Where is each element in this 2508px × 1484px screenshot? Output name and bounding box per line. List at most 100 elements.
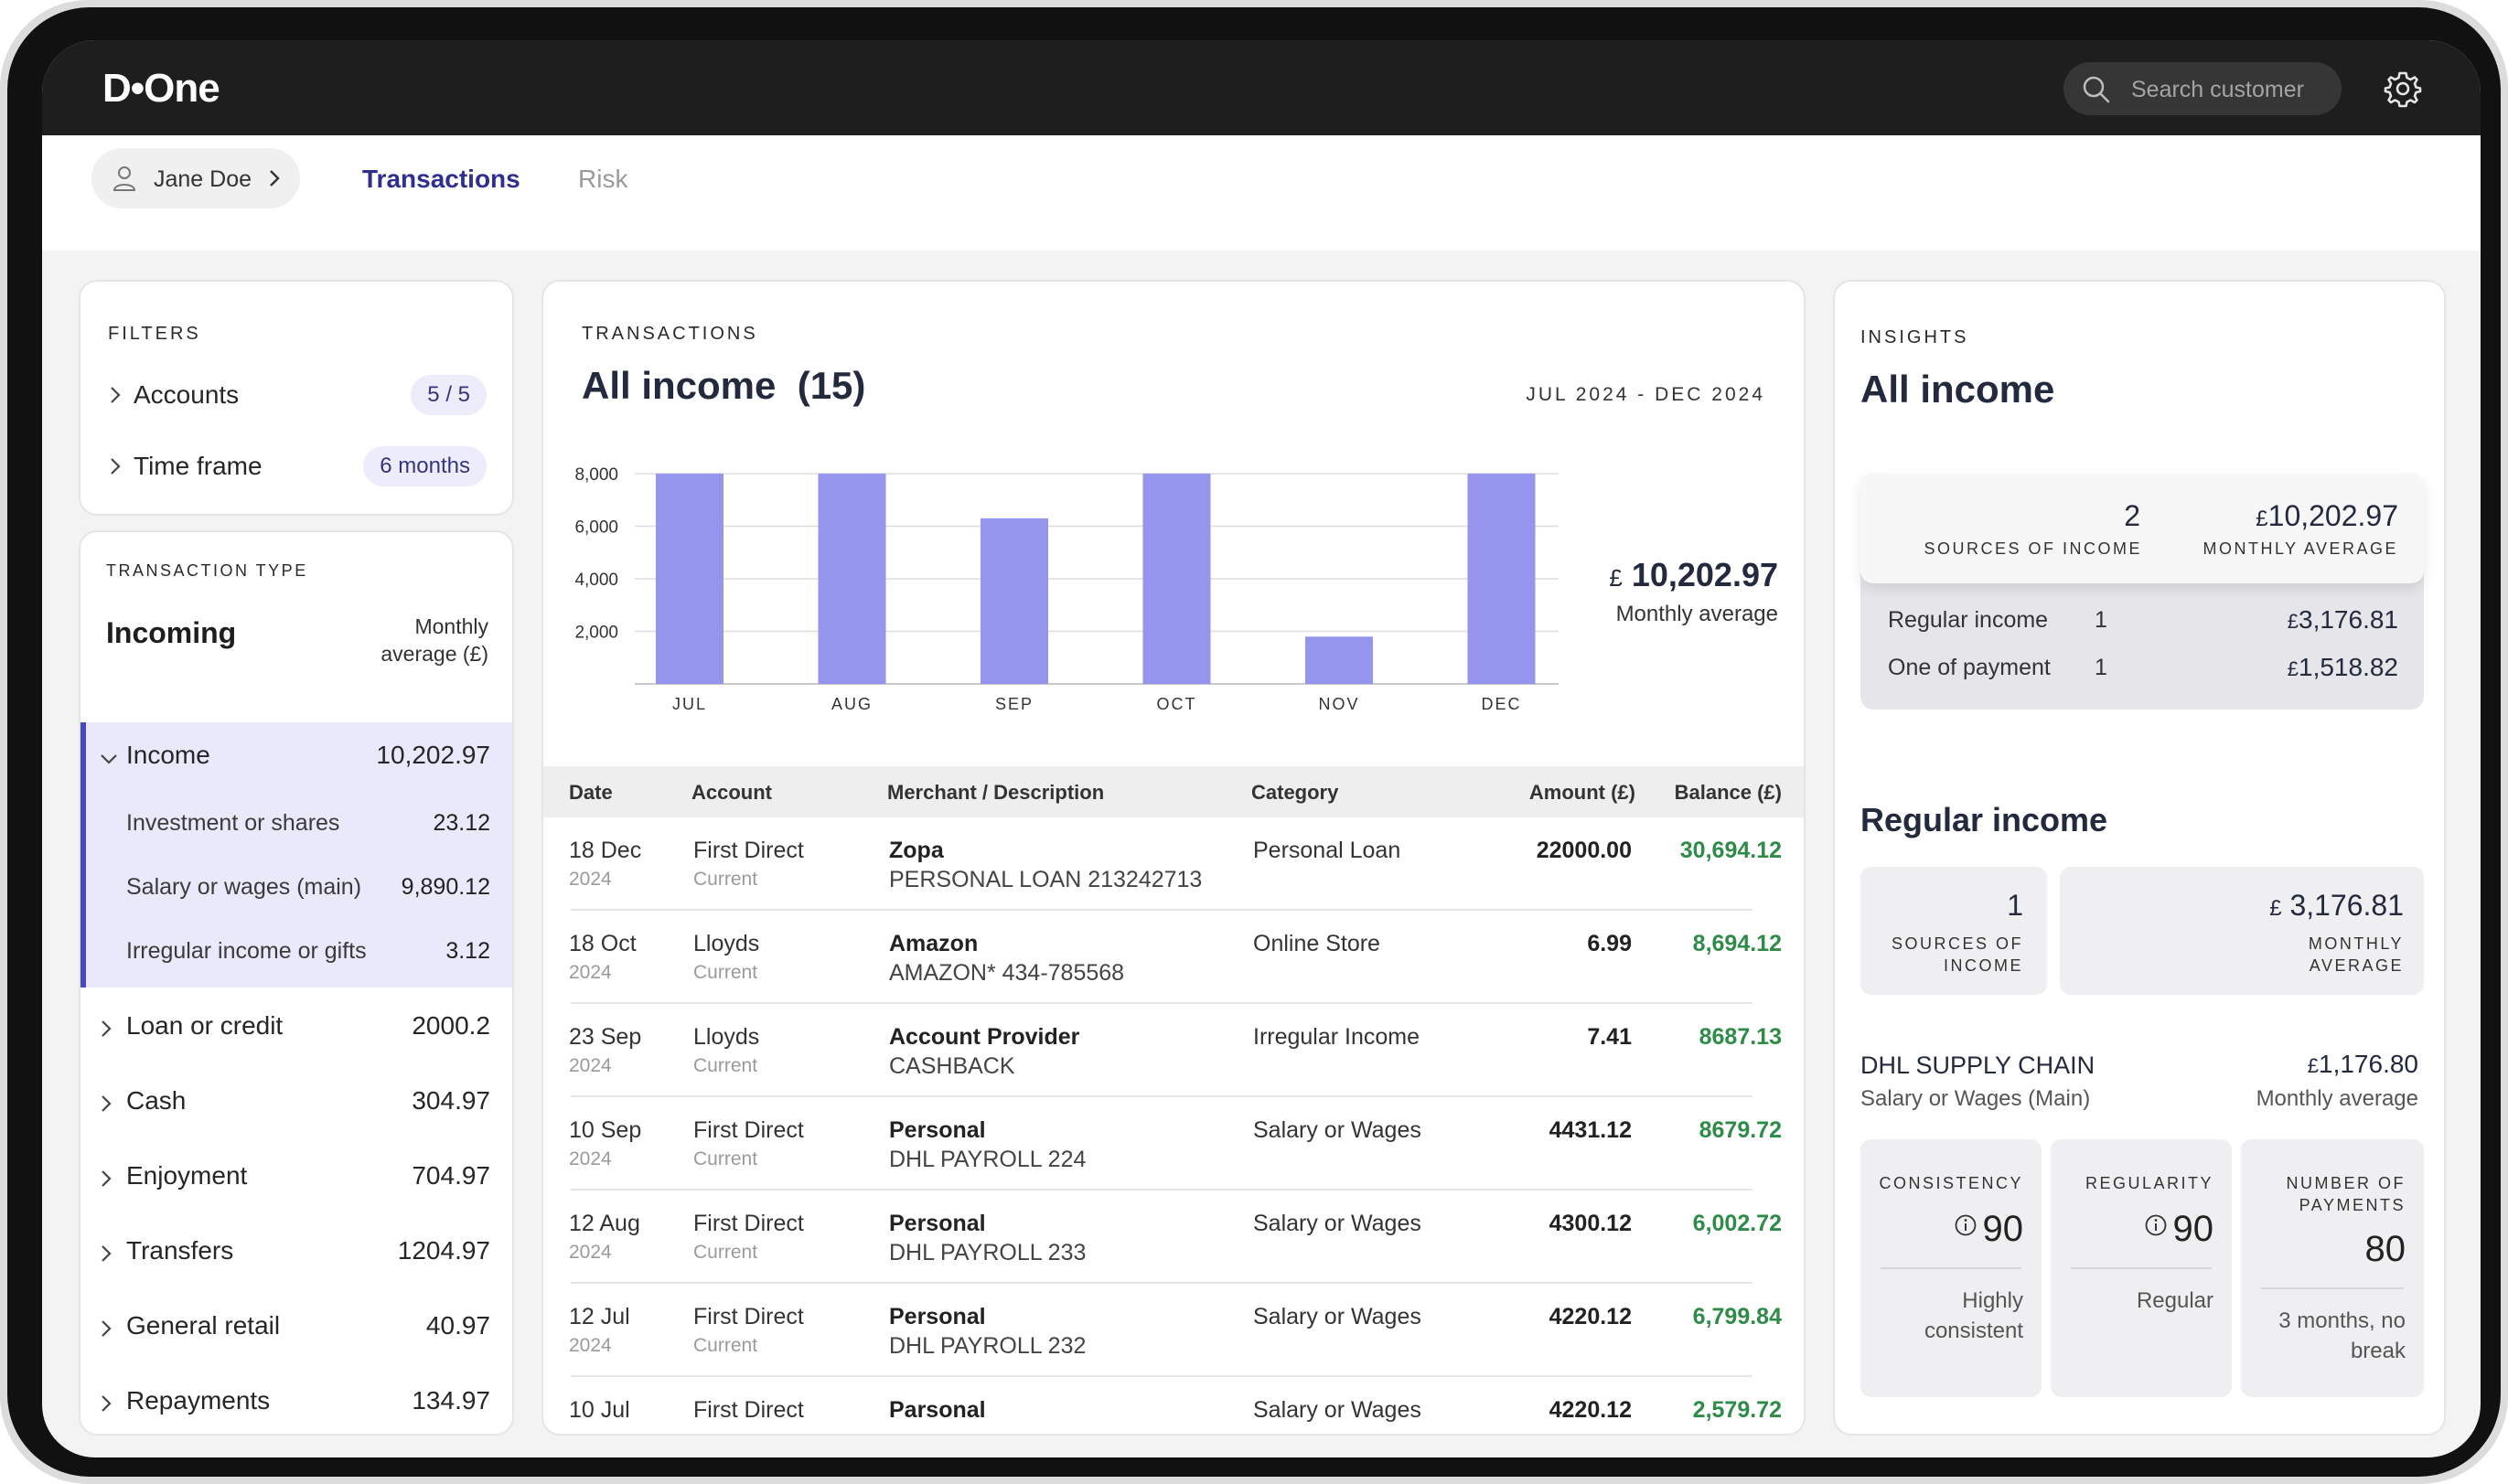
info-icon[interactable] — [2144, 1213, 2168, 1237]
table-row[interactable]: 18 Oct 2024 Lloyds Current Amazon AMAZON* 434… — [543, 911, 1804, 1004]
y-tick-label: 2,000 — [574, 624, 618, 643]
x-tick-label: OCT — [1157, 695, 1197, 713]
income-source-name[interactable]: DHL SUPPLY CHAIN — [1860, 1052, 2095, 1079]
table-row[interactable]: 10 Sep 2024 First Direct Current Personal DHL… — [543, 1097, 1804, 1190]
row-divider — [571, 1282, 1752, 1284]
customer-chip[interactable]: Jane Doe — [91, 148, 300, 208]
filter-timeframe-label: Time frame — [134, 452, 263, 480]
search-icon — [2083, 76, 2110, 103]
row-date: 18 Dec — [569, 838, 642, 863]
row-category: Salary or Wages — [1253, 1117, 1421, 1143]
table-row[interactable]: 18 Dec 2024 First Direct Current Zopa PERSONA… — [543, 817, 1804, 911]
table-row[interactable]: 12 Aug 2024 First Direct Current Personal DHL… — [543, 1190, 1804, 1284]
row-account: First Direct — [693, 838, 804, 863]
settings-gear-icon[interactable] — [2384, 69, 2422, 108]
row-balance: 30,694.12 — [1679, 838, 1782, 863]
row-divider — [571, 1375, 1752, 1377]
summary-item-count: 1 — [2095, 655, 2107, 680]
row-category: Irregular Income — [1253, 1024, 1420, 1050]
income-source-value: £1,176.80 — [2308, 1050, 2418, 1079]
row-date: 12 Aug — [569, 1211, 640, 1236]
column-amount[interactable]: Amount (£) — [1528, 781, 1635, 804]
category-label: Repayments — [126, 1386, 271, 1415]
column-merchant[interactable]: Merchant / Description — [887, 781, 1105, 804]
category-value: 10,202.97 — [376, 741, 490, 769]
tab-risk[interactable]: Risk — [578, 165, 628, 193]
insights-panel: INSIGHTS All income 2 SOURCES OF INCOME … — [1833, 280, 2446, 1436]
row-category: Salary or Wages — [1253, 1397, 1421, 1423]
sub-navigation: Jane Doe Transactions Risk — [42, 135, 2481, 251]
row-account-type: Current — [693, 869, 758, 890]
regular-sources-card: 1 SOURCES OF INCOME — [1860, 867, 2047, 995]
table-row[interactable]: 12 Jul 2024 First Direct Current Personal DHL… — [543, 1284, 1804, 1377]
chart-bar-aug[interactable] — [818, 474, 886, 684]
column-date[interactable]: Date — [569, 781, 613, 804]
search-box[interactable]: Search customer — [2063, 62, 2342, 115]
category-label: Income — [126, 741, 210, 769]
row-account-type: Current — [693, 1148, 758, 1169]
chevron-right-icon — [102, 1170, 112, 1187]
transactions-section-title: TRANSACTIONS — [582, 324, 758, 344]
row-description: PERSONAL LOAN 213242713 — [889, 867, 1203, 892]
monthly-average-label: MONTHLY AVERAGE — [2203, 539, 2398, 558]
metric-label: Regular — [2136, 1288, 2213, 1313]
y-tick-label: 8,000 — [574, 465, 618, 485]
column-balance[interactable]: Balance (£) — [1674, 781, 1782, 804]
info-icon[interactable] — [1954, 1213, 1977, 1237]
chevron-right-icon — [102, 1020, 112, 1037]
category-value: 2000.2 — [412, 1011, 490, 1040]
row-description: AMAZON* 434-785568 — [889, 960, 1125, 986]
chevron-right-icon — [270, 170, 280, 187]
monthly-average-value: £10,202.97 — [2256, 499, 2398, 533]
chart-bar-dec[interactable] — [1467, 474, 1536, 684]
summary-item-value: £3,176.81 — [2288, 605, 2398, 635]
direction-label[interactable]: Incoming — [106, 616, 237, 649]
filter-accounts-label: Accounts — [134, 380, 240, 409]
chevron-right-icon — [111, 458, 121, 475]
regular-average-amount: 3,176.81 — [2289, 889, 2404, 922]
income-summary-header: 2 SOURCES OF INCOME £10,202.97 MONTHLY A… — [1860, 474, 2424, 583]
category-value: 704.97 — [412, 1161, 490, 1190]
summary-item-label: One of payment — [1888, 655, 2051, 680]
column-category[interactable]: Category — [1251, 781, 1339, 804]
column-header: Monthly average (£) — [380, 613, 488, 667]
x-tick-label: SEP — [995, 695, 1034, 713]
row-category: Online Store — [1253, 931, 1380, 956]
chart-bar-nov[interactable] — [1305, 636, 1373, 684]
chart-bar-sep[interactable] — [981, 518, 1048, 684]
insights-title: All income — [1860, 368, 2055, 411]
transaction-type-panel: TRANSACTION TYPE Incoming Monthly averag… — [79, 530, 514, 1436]
column-account[interactable]: Account — [691, 781, 772, 804]
table-row[interactable]: 10 Jul First Direct Parsonal Salary or Wage… — [543, 1377, 1804, 1434]
filter-accounts[interactable]: Accounts — [108, 380, 239, 410]
row-year: 2024 — [569, 1148, 612, 1169]
metric-label: Highly consistent — [1924, 1286, 2023, 1346]
transactions-panel: TRANSACTIONS All income (15) JUL 2024 - … — [541, 280, 1806, 1436]
income-source-amount: 1,176.80 — [2319, 1050, 2418, 1078]
filter-timeframe-pill[interactable]: 6 months — [363, 446, 487, 486]
row-balance: 6,799.84 — [1692, 1304, 1782, 1329]
monthly-average-amount: 10,202.97 — [1631, 556, 1778, 593]
row-year: 2024 — [569, 1055, 612, 1076]
tab-transactions[interactable]: Transactions — [362, 165, 520, 193]
summary-item-amount: 1,518.82 — [2299, 653, 2398, 681]
metric-consistency: CONSISTENCY 90 Highly consistent — [1860, 1139, 2042, 1397]
row-date: 10 Jul — [569, 1397, 630, 1423]
table-row[interactable]: 23 Sep 2024 Lloyds Current Account Provider C… — [543, 1004, 1804, 1097]
row-description: DHL PAYROLL 232 — [889, 1333, 1087, 1359]
row-category: Salary or Wages — [1253, 1211, 1421, 1236]
row-balance: 8,694.12 — [1692, 931, 1782, 956]
metric-label: 3 months, no break — [2278, 1306, 2406, 1366]
chart-bar-oct[interactable] — [1142, 474, 1211, 684]
row-balance: 2,579.72 — [1692, 1397, 1782, 1423]
filter-timeframe[interactable]: Time frame — [108, 452, 263, 481]
metric-title-line1: NUMBER OF — [2286, 1174, 2406, 1192]
x-tick-label: NOV — [1318, 695, 1359, 713]
filter-accounts-pill[interactable]: 5 / 5 — [411, 375, 487, 415]
row-description: DHL PAYROLL 233 — [889, 1240, 1087, 1265]
currency-symbol: £ — [2256, 507, 2268, 531]
metric-value: 90 — [1954, 1209, 2023, 1250]
chart-bar-jul[interactable] — [656, 474, 723, 684]
search-placeholder[interactable]: Search customer — [2131, 77, 2304, 102]
chevron-right-icon — [102, 1395, 112, 1412]
